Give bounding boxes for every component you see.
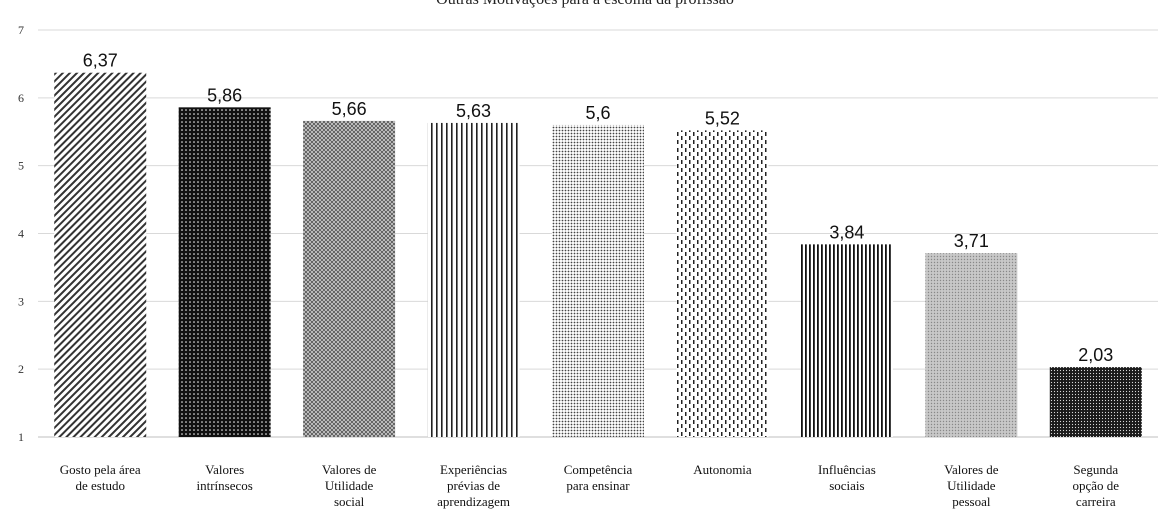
bar	[178, 107, 271, 437]
data-label: 5,66	[332, 99, 367, 119]
y-tick-label: 4	[18, 227, 24, 241]
x-tick-label: Valores intrínsecos	[197, 462, 253, 493]
data-label: 6,37	[83, 51, 118, 71]
x-tick-label-line: pessoal	[952, 494, 991, 509]
y-tick-label: 3	[18, 294, 24, 308]
y-tick-label: 2	[18, 362, 24, 376]
bar	[303, 120, 396, 437]
x-tick-label-line: intrínsecos	[197, 478, 253, 493]
x-tick-label-line: Gosto pela área	[60, 462, 141, 477]
x-tick-label-line: opção de	[1072, 478, 1119, 493]
x-tick-label-line: Valores de	[944, 462, 999, 477]
bar	[676, 130, 769, 438]
x-tick-label-line: Influências	[818, 462, 876, 477]
x-tick-label-line: Autonomia	[693, 462, 752, 477]
x-tick-label: Valores de Utilidade social	[322, 462, 377, 509]
x-tick-label-line: para ensinar	[566, 478, 630, 493]
x-tick-label: Gosto pela área de estudo	[60, 462, 141, 493]
y-tick-label: 6	[18, 91, 24, 105]
y-tick-label: 1	[18, 430, 24, 444]
bar	[800, 244, 893, 437]
data-label: 5,86	[207, 85, 242, 105]
x-tick-label-line: de estudo	[75, 478, 124, 493]
bar	[1049, 367, 1142, 437]
x-tick-label: Experiências prévias de aprendizagem	[437, 462, 510, 509]
x-tick-label-line: prévias de	[447, 478, 500, 493]
x-tick-label-line: Competência	[564, 462, 633, 477]
bar	[54, 72, 147, 438]
bar	[925, 253, 1018, 437]
y-tick-label: 7	[18, 23, 24, 37]
x-tick-label: Influências sociais	[818, 462, 876, 493]
data-label: 3,84	[829, 222, 864, 242]
x-tick-label-line: sociais	[829, 478, 864, 493]
x-tick-label-line: carreira	[1076, 494, 1116, 509]
data-label: 5,6	[585, 103, 610, 123]
bar	[552, 124, 644, 437]
x-tick-label-line: Valores	[205, 462, 244, 477]
x-tick-label-line: Segunda	[1073, 462, 1118, 477]
x-tick-label-line: Utilidade	[325, 478, 374, 493]
data-label: 2,03	[1078, 345, 1113, 365]
data-label: 3,71	[954, 231, 989, 251]
chart-title: Outras Motivações para a escolha da prof…	[0, 0, 1170, 9]
data-label: 5,63	[456, 101, 491, 121]
data-label: 5,52	[705, 108, 740, 128]
bar	[427, 122, 520, 437]
x-tick-label-line: Experiências	[440, 462, 507, 477]
x-tick-label: Segunda opção de carreira	[1072, 462, 1119, 509]
x-tick-label: Autonomia	[693, 462, 752, 477]
x-tick-label-line: aprendizagem	[437, 494, 510, 509]
x-tick-label-line: Utilidade	[947, 478, 996, 493]
y-tick-label: 5	[18, 159, 24, 173]
x-tick-label-line: Valores de	[322, 462, 377, 477]
x-tick-label-line: social	[334, 494, 365, 509]
x-tick-label: Valores de Utilidade pessoal	[944, 462, 999, 509]
x-tick-label: Competência para ensinar	[564, 462, 633, 493]
